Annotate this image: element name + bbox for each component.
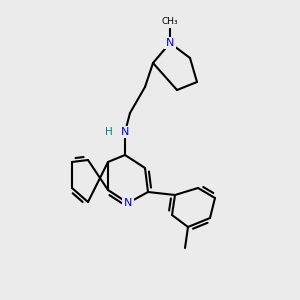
Text: CH₃: CH₃ — [162, 17, 178, 26]
Text: N: N — [124, 198, 132, 208]
Text: N: N — [121, 127, 129, 137]
Text: H: H — [105, 127, 113, 137]
Text: N: N — [166, 38, 174, 48]
